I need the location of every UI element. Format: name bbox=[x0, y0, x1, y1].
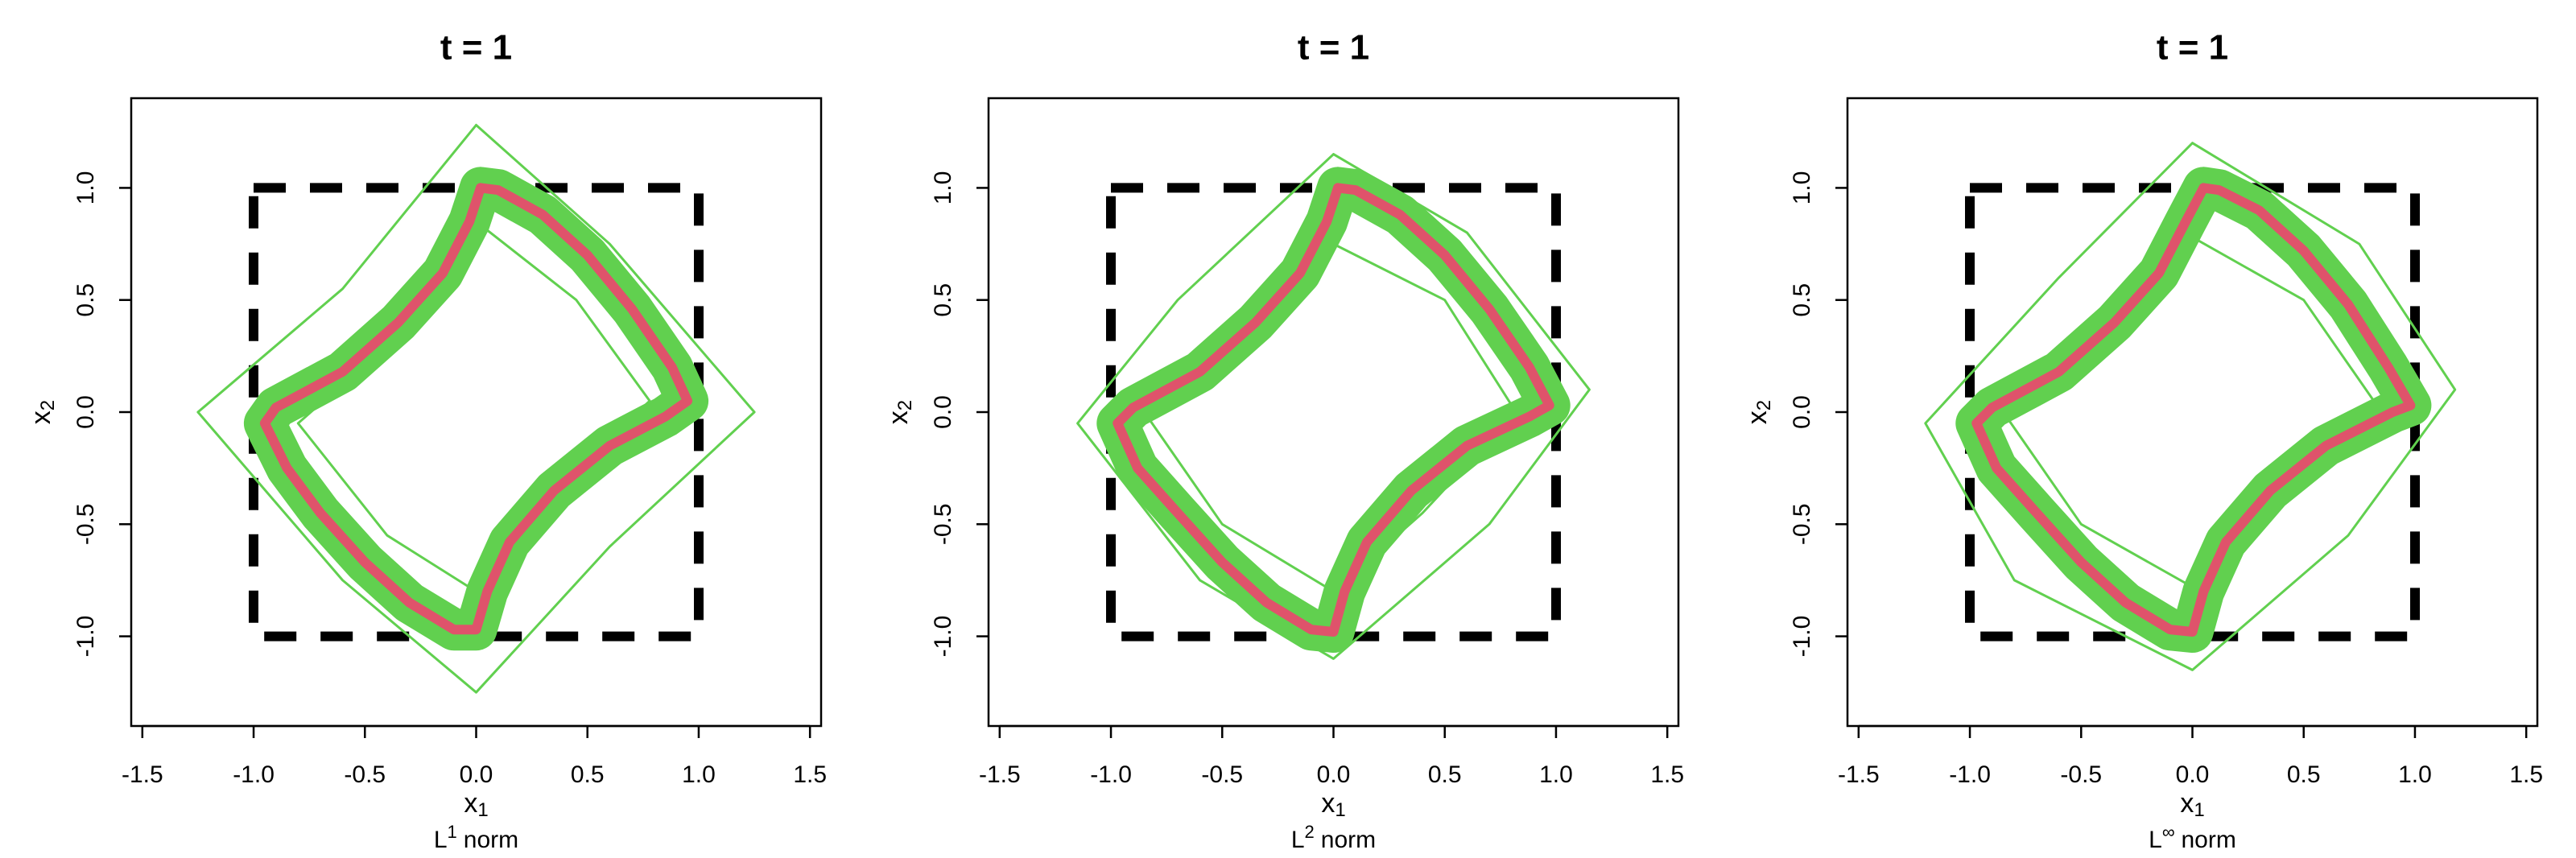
x-tick-label: 0.5 bbox=[1428, 761, 1462, 788]
x-label-letter: x bbox=[2180, 788, 2194, 819]
x-tick-label: -1.5 bbox=[122, 761, 163, 788]
x-tick-label: -1.5 bbox=[1838, 761, 1880, 788]
curve-thin bbox=[1924, 142, 2457, 671]
y-tick-label: 0.5 bbox=[1789, 283, 1815, 317]
norm-sup: ∞ bbox=[2162, 822, 2175, 842]
y-tick-label: -0.5 bbox=[72, 503, 99, 545]
chart-title: t = 1 bbox=[2157, 28, 2228, 68]
y-tick-label: 1.0 bbox=[72, 171, 99, 205]
y-tick-label: -0.5 bbox=[930, 503, 956, 545]
y-label-letter: x bbox=[1742, 410, 1773, 424]
x-label-sub: 1 bbox=[477, 799, 488, 821]
y-label-letter: x bbox=[883, 410, 914, 424]
y-tick-label: -0.5 bbox=[1789, 503, 1815, 545]
norm-letter: L bbox=[1291, 827, 1305, 853]
chart-title: t = 1 bbox=[1298, 28, 1369, 68]
y-tick-label: -1.0 bbox=[1789, 616, 1815, 658]
x-tick-label: 0.5 bbox=[2287, 761, 2321, 788]
x-tick-label: 1.0 bbox=[2398, 761, 2432, 788]
y-label-sub: 2 bbox=[894, 400, 916, 410]
x-axis-label: x1 bbox=[1321, 788, 1345, 821]
x-tick-label: 1.0 bbox=[682, 761, 716, 788]
curve-thin bbox=[196, 123, 756, 694]
chart-title: t = 1 bbox=[440, 28, 512, 68]
y-axis-label: x2 bbox=[883, 400, 916, 424]
norm-sup: 2 bbox=[1305, 822, 1315, 842]
y-label-sub: 2 bbox=[37, 400, 59, 410]
x-tick-label: 0.5 bbox=[571, 761, 605, 788]
curve-dashed bbox=[1106, 183, 1561, 641]
y-tick-label: -1.0 bbox=[930, 616, 956, 658]
y-tick-label: 1.0 bbox=[1789, 171, 1815, 205]
norm-label: L2 norm bbox=[1291, 822, 1376, 853]
x-tick-label: -1.0 bbox=[233, 761, 275, 788]
panel: t = 1 -1.5 -1.0 -0.5 0.0 0.5 1.0 1.5 -1.0 -0.5 0.0… bbox=[26, 28, 827, 853]
x-tick-label: -1.0 bbox=[1090, 761, 1132, 788]
y-label-letter: x bbox=[26, 410, 56, 424]
y-tick-label: 0.0 bbox=[72, 395, 99, 429]
curve-band bbox=[1955, 167, 2432, 653]
panel: t = 1 -1.5 -1.0 -0.5 0.0 0.5 1.0 1.5 -1.0 -0.5 0.0… bbox=[883, 28, 1684, 853]
norm-text: norm bbox=[464, 827, 518, 853]
x-tick-label: -0.5 bbox=[1201, 761, 1243, 788]
norm-letter: L bbox=[2149, 827, 2162, 853]
norm-sup: 1 bbox=[448, 822, 457, 842]
curve-thick bbox=[1971, 183, 2416, 637]
x-tick-label: -0.5 bbox=[2060, 761, 2102, 788]
norm-text: norm bbox=[1321, 827, 1376, 853]
y-tick-label: 0.0 bbox=[1789, 395, 1815, 429]
norm-label: L∞ norm bbox=[2149, 822, 2236, 853]
norm-text: norm bbox=[2182, 827, 2236, 853]
y-tick-label: 0.0 bbox=[930, 395, 956, 429]
y-tick-label: 1.0 bbox=[930, 171, 956, 205]
y-tick-label: -1.0 bbox=[72, 616, 99, 658]
curve-dashed bbox=[249, 183, 704, 641]
x-tick-label: 1.5 bbox=[1650, 761, 1684, 788]
y-label-sub: 2 bbox=[1753, 400, 1775, 410]
x-tick-label: -1.5 bbox=[979, 761, 1021, 788]
curve-thick bbox=[259, 183, 693, 635]
x-tick-label: 0.0 bbox=[460, 761, 493, 788]
x-axis-label: x1 bbox=[464, 788, 488, 821]
x-tick-label: 1.0 bbox=[1539, 761, 1573, 788]
x-axis-label: x1 bbox=[2180, 788, 2204, 821]
x-tick-label: -1.0 bbox=[1949, 761, 1991, 788]
x-label-sub: 1 bbox=[2194, 799, 2204, 821]
x-tick-label: 1.5 bbox=[2509, 761, 2543, 788]
norm-label: L1 norm bbox=[434, 822, 518, 853]
x-tick-label: 1.5 bbox=[793, 761, 827, 788]
x-label-letter: x bbox=[464, 788, 477, 819]
norm-letter: L bbox=[434, 827, 448, 853]
y-axis-label: x2 bbox=[26, 400, 59, 424]
panel: t = 1 -1.5 -1.0 -0.5 0.0 0.5 1.0 1.5 -1.0 -0.5 0.0… bbox=[1742, 28, 2543, 853]
curve-thin bbox=[1076, 153, 1591, 660]
x-label-sub: 1 bbox=[1335, 799, 1345, 821]
x-tick-label: -0.5 bbox=[344, 761, 386, 788]
x-tick-label: 0.0 bbox=[2176, 761, 2210, 788]
x-label-letter: x bbox=[1321, 788, 1335, 819]
y-tick-label: 0.5 bbox=[930, 283, 956, 317]
y-axis-label: x2 bbox=[1742, 400, 1775, 424]
x-tick-label: 0.0 bbox=[1317, 761, 1351, 788]
curve-thick bbox=[1113, 183, 1554, 637]
y-tick-label: 0.5 bbox=[72, 283, 99, 317]
